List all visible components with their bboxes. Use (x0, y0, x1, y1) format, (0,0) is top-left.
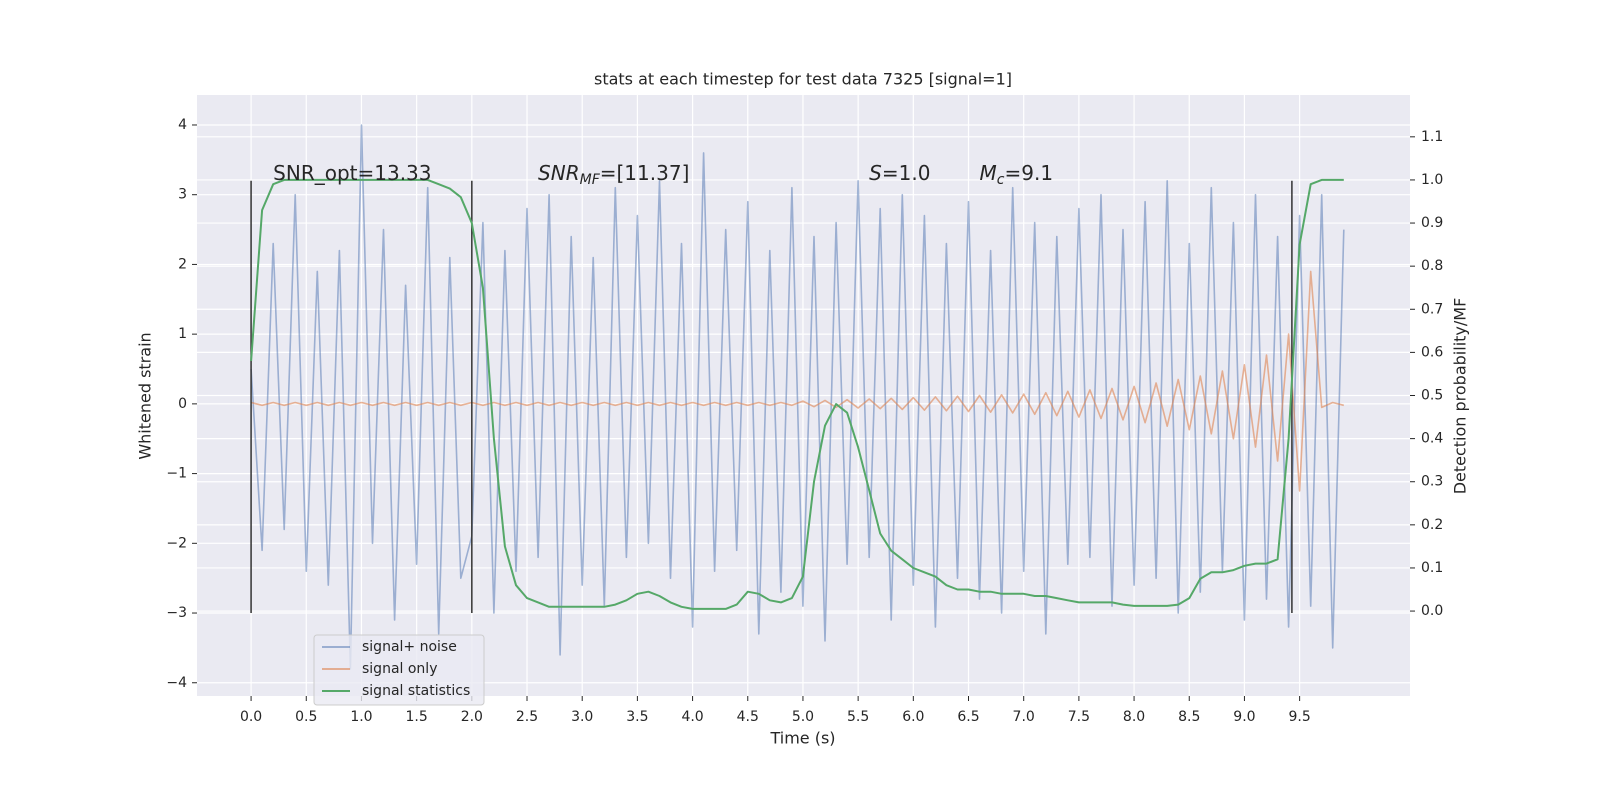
legend: signal+ noise signal only signal statistic… (313, 634, 485, 706)
x-tick-label: 2.0 (461, 709, 483, 725)
y2-axis-label: Detection probability/MF (1451, 298, 1470, 495)
x-tick-label: 9.5 (1288, 709, 1310, 725)
y-axis-label: Whitened strain (136, 332, 155, 459)
y-tick-label: 0 (178, 396, 187, 412)
x-tick-label: 0.5 (295, 709, 317, 725)
series-line (250, 270, 1344, 492)
y2-tick-label: 0.7 (1421, 301, 1443, 317)
annotation: SNR_opt=13.33 (273, 160, 431, 184)
x-axis-label: Time (s) (769, 729, 835, 748)
x-tick-label: 8.5 (1178, 709, 1200, 725)
x-tick-label: 6.5 (957, 709, 979, 725)
y2-tick-label: 1.1 (1421, 129, 1443, 145)
x-tick-label: 1.5 (406, 709, 428, 725)
y2-tick-label: 0.0 (1421, 603, 1443, 619)
y2-tick-label: 0.5 (1421, 388, 1443, 404)
legend-box (313, 634, 485, 706)
series-line (250, 178, 1344, 610)
y-tick-label: 3 (178, 187, 187, 203)
annotation-rest: =1.0 (882, 160, 931, 184)
annotation-rest: =9.1 (1005, 160, 1054, 184)
x-tick-label: 3.5 (626, 709, 648, 725)
x-tick-label: 6.0 (902, 709, 924, 725)
x-tick-label: 4.5 (737, 709, 759, 725)
y2-tick-label: 1.0 (1421, 172, 1443, 188)
annotation-text: SNR_opt=13.33 (273, 160, 431, 184)
x-tick-label: 3.0 (571, 709, 593, 725)
x-tick-label: 7.0 (1013, 709, 1035, 725)
x-tick-label: 0.0 (240, 709, 262, 725)
y2-tick-label: 0.8 (1421, 258, 1443, 274)
y2-tick-label: 0.6 (1421, 344, 1443, 360)
x-tick-label: 4.0 (681, 709, 703, 725)
x-tick-label: 2.5 (516, 709, 538, 725)
y-tick-label: −3 (166, 605, 187, 621)
x-tick-label: 9.0 (1233, 709, 1255, 725)
x-tick-label: 5.5 (847, 709, 869, 725)
series-line (250, 124, 1345, 670)
annotation-text: SNR (538, 160, 580, 184)
y-tick-label: −1 (166, 466, 187, 482)
y2-tick-label: 0.1 (1421, 560, 1443, 576)
y-tick-label: −2 (166, 535, 187, 551)
x-tick-label: 8.0 (1123, 709, 1145, 725)
y2-tick-label: 0.4 (1421, 431, 1443, 447)
annotation: Mc=9.1 (980, 160, 1054, 188)
y2-tick-label: 0.2 (1421, 517, 1443, 533)
annotation: SNRMF=[11.37] (538, 160, 689, 188)
x-tick-label: 5.0 (792, 709, 814, 725)
y-tick-label: 4 (178, 117, 187, 133)
x-tick-label: 1.0 (350, 709, 372, 725)
annotation-text: M (980, 160, 997, 184)
legend-label: signal only (362, 661, 437, 677)
chart-title: stats at each timestep for test data 732… (594, 70, 1012, 89)
y-tick-label: 2 (178, 256, 187, 272)
annotation-text: S (869, 160, 882, 184)
x-tick-label: 7.5 (1068, 709, 1090, 725)
y-tick-label: −4 (166, 675, 187, 691)
legend-label: signal statistics (362, 683, 470, 699)
y2-tick-label: 0.9 (1421, 215, 1443, 231)
annotation-rest: =[11.37] (600, 160, 690, 184)
legend-label: signal+ noise (362, 639, 457, 655)
annotation: S=1.0 (869, 160, 930, 184)
annotation-subscript: MF (580, 172, 601, 188)
y2-tick-label: 0.3 (1421, 474, 1443, 490)
y-tick-label: 1 (178, 326, 187, 342)
annotation-subscript: c (997, 172, 1005, 188)
